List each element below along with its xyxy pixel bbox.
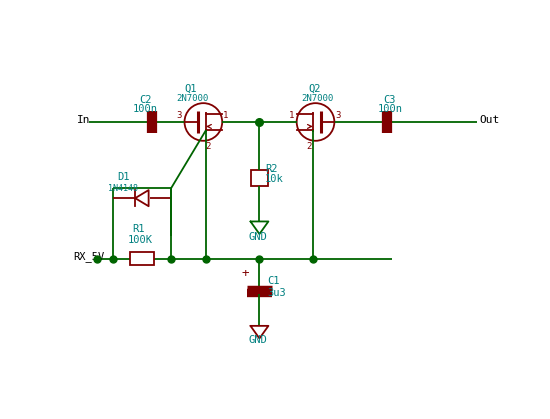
Text: C2: C2: [139, 95, 152, 105]
Text: 1N4148: 1N4148: [108, 184, 138, 193]
Bar: [130, 252, 154, 265]
Text: +: +: [241, 267, 249, 280]
Text: 3: 3: [336, 111, 340, 120]
Bar: [251, 170, 268, 186]
Text: GND: GND: [248, 335, 267, 345]
Text: 1: 1: [223, 111, 228, 120]
Text: Q1: Q1: [184, 84, 197, 94]
Text: 2N7000: 2N7000: [177, 94, 208, 103]
Text: 1: 1: [289, 111, 294, 120]
Text: 100K: 100K: [128, 235, 152, 245]
Text: In: In: [77, 115, 90, 125]
Text: R2: R2: [265, 163, 277, 173]
Text: R1: R1: [132, 224, 145, 234]
Text: 2: 2: [205, 142, 211, 151]
Text: RX_5V: RX_5V: [73, 251, 104, 262]
Text: 100n: 100n: [377, 104, 403, 114]
Text: Q2: Q2: [309, 84, 321, 94]
Text: D1: D1: [117, 173, 130, 182]
Text: C3: C3: [384, 95, 396, 105]
Text: 2N7000: 2N7000: [301, 94, 333, 103]
Text: 3: 3: [177, 111, 182, 120]
Text: 3u3: 3u3: [267, 288, 286, 298]
Text: 100n: 100n: [133, 104, 158, 114]
Text: 10k: 10k: [265, 174, 284, 184]
Text: Out: Out: [479, 115, 499, 125]
Text: C1: C1: [267, 276, 280, 285]
Text: GND: GND: [248, 232, 267, 242]
Text: 2: 2: [306, 142, 312, 151]
